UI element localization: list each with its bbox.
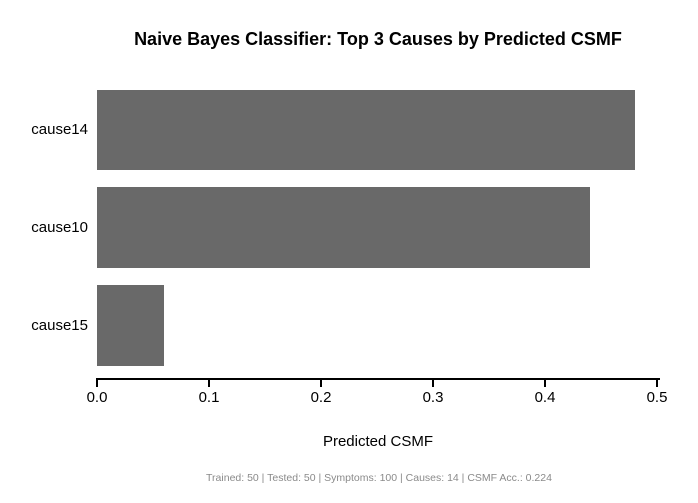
x-tick-mark-0.1 <box>208 378 210 387</box>
category-label-cause10: cause10 <box>31 218 88 236</box>
x-tick-mark-0.0 <box>96 378 98 387</box>
bar-cause14 <box>97 90 635 170</box>
x-tick-label-0.4: 0.4 <box>534 389 556 406</box>
bar-cause10 <box>97 187 590 268</box>
x-tick-mark-0.3 <box>432 378 434 387</box>
footer-stats: Trained: 50 | Tested: 50 | Symptoms: 100… <box>206 472 552 484</box>
x-tick-label-0.1: 0.1 <box>198 389 220 406</box>
category-label-cause15: cause15 <box>31 316 88 334</box>
x-tick-mark-0.4 <box>544 378 546 387</box>
x-tick-mark-0.2 <box>320 378 322 387</box>
chart-title: Naive Bayes Classifier: Top 3 Causes by … <box>134 29 622 49</box>
bar-cause15 <box>97 285 164 366</box>
category-label-cause14: cause14 <box>31 121 88 138</box>
x-tick-label-0.3: 0.3 <box>422 389 444 406</box>
x-axis-line <box>96 378 660 380</box>
x-tick-label-0.2: 0.2 <box>310 389 332 406</box>
x-tick-mark-0.5 <box>656 378 658 387</box>
x-axis-title: Predicted CSMF <box>322 433 434 450</box>
x-tick-label-0.5: 0.5 <box>646 389 668 406</box>
x-tick-label-0.0: 0.0 <box>86 389 108 406</box>
